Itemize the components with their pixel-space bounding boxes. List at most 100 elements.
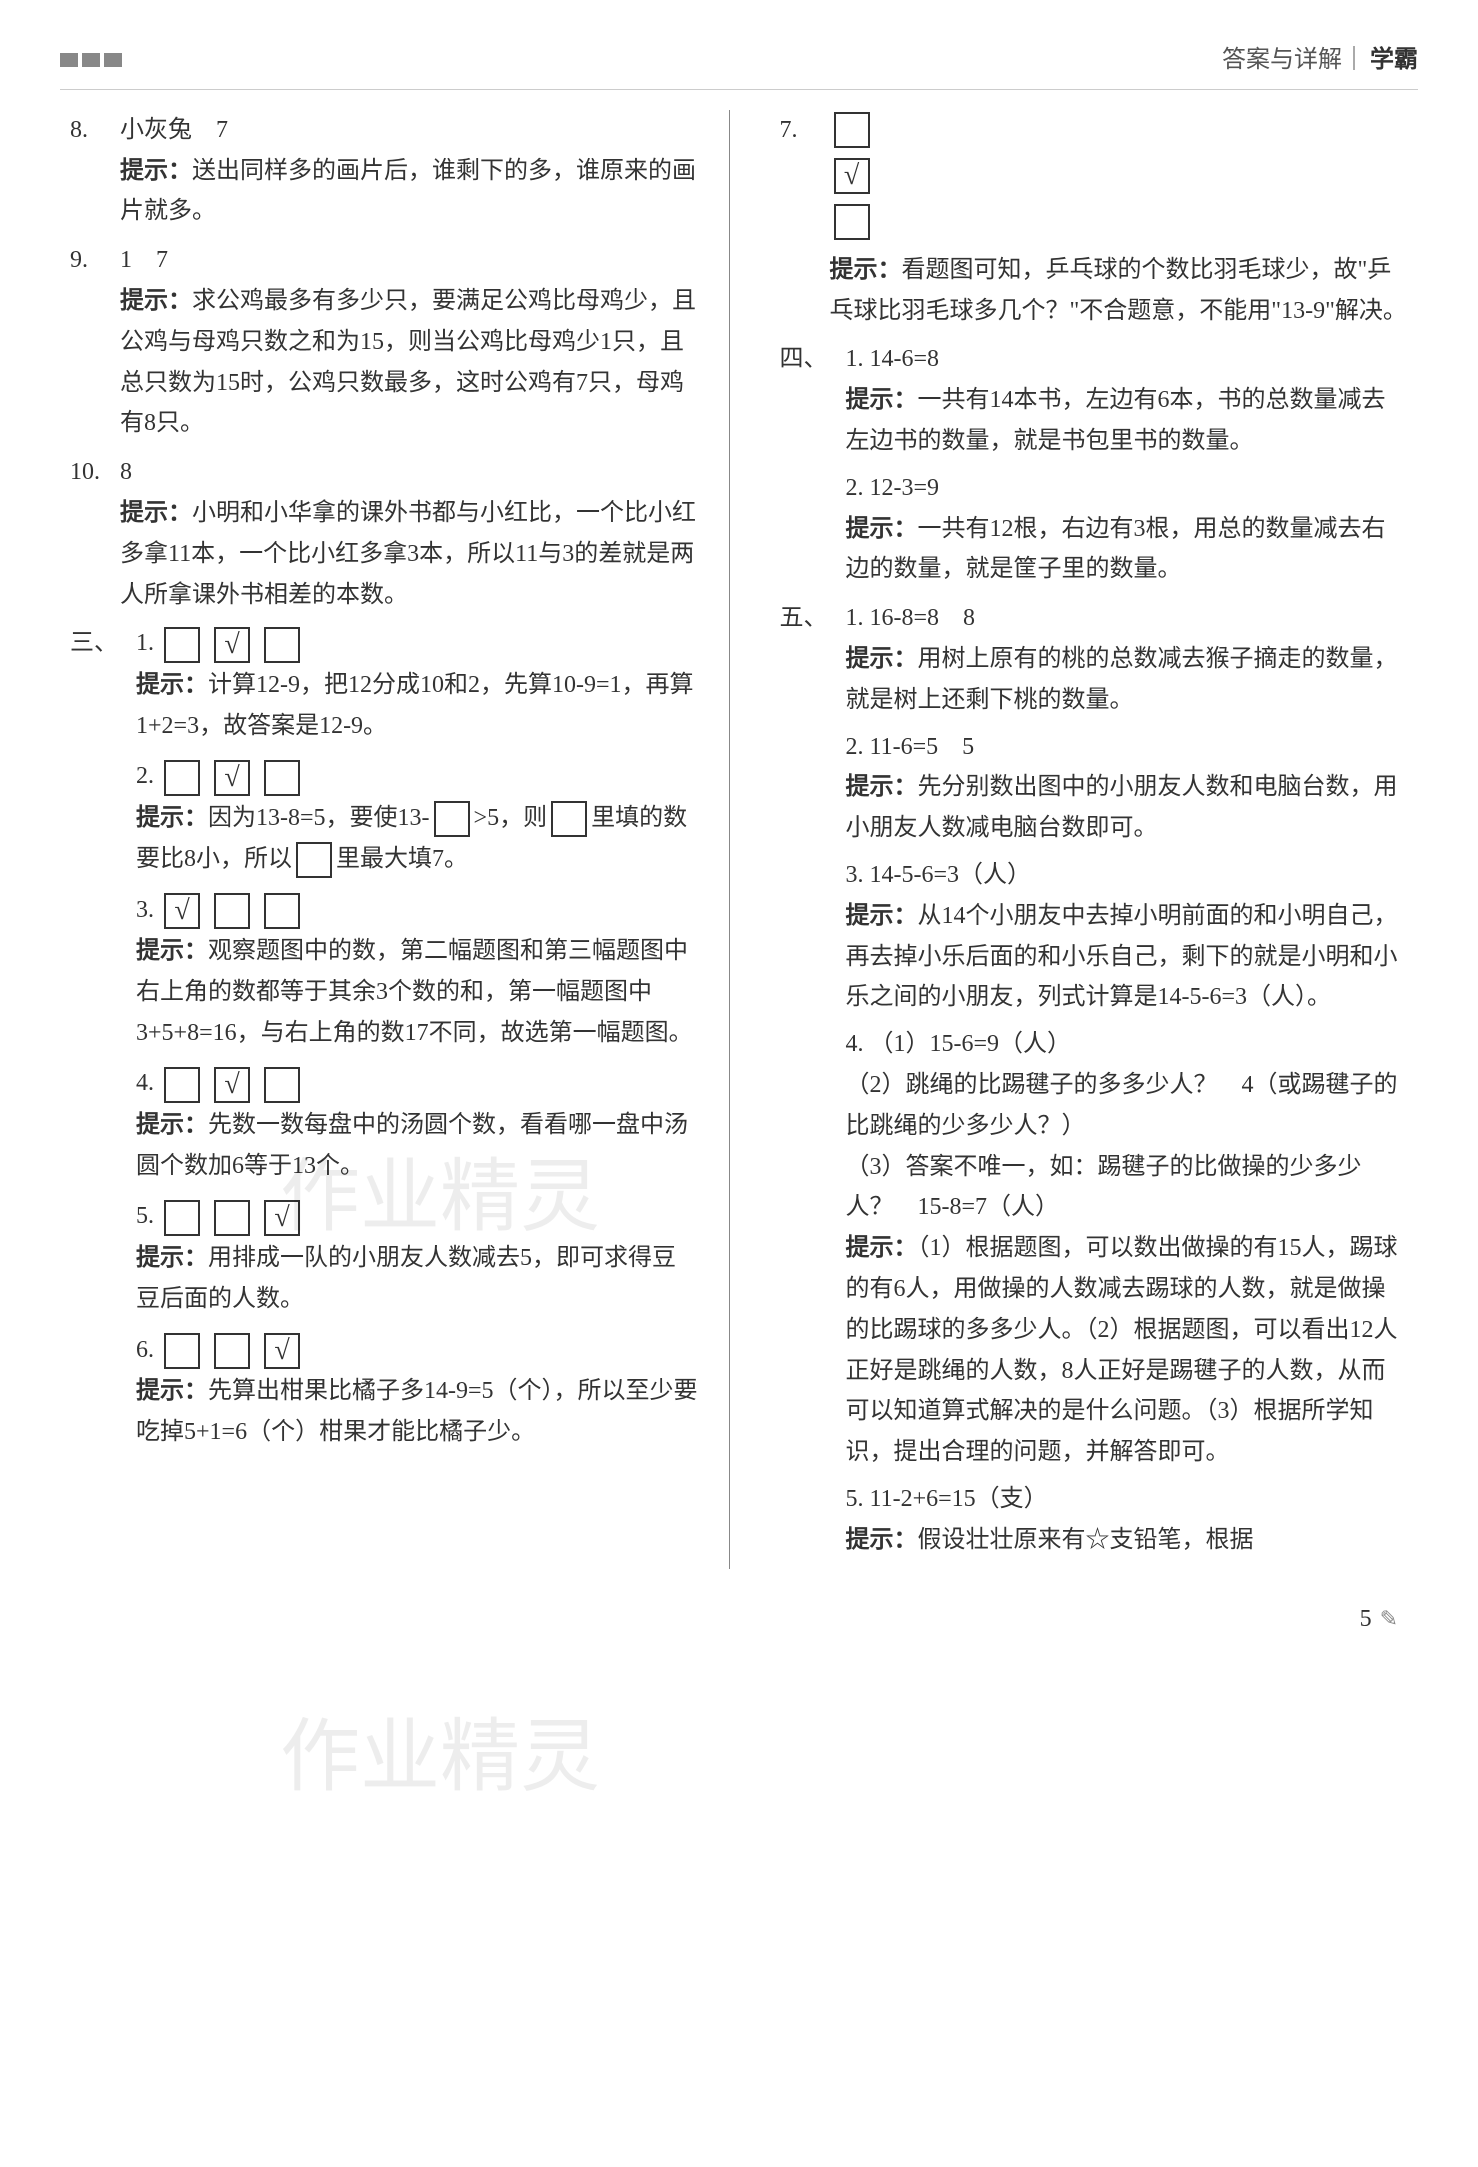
q10-num: 10. <box>70 452 120 615</box>
checkbox <box>264 760 300 796</box>
s3-q5-hint: 用排成一队的小朋友人数减去5，即可求得豆豆后面的人数。 <box>136 1245 676 1312</box>
checkbox <box>834 204 870 240</box>
s3-q2-hint-label: 提示： <box>136 805 208 831</box>
q8-num: 8. <box>70 110 120 232</box>
s5-q2-num: 2. <box>846 734 864 760</box>
s3-q3: 3. 提示：观察题图中的数，第二幅题图和第三幅题图中右上角的数都等于其余3个数的… <box>136 890 699 1054</box>
s5-q5: 5. 11-2+6=15（支） 提示：假设壮壮原来有☆支铅笔，根据 <box>846 1479 1409 1561</box>
content-container: 8. 小灰兔 7 提示：送出同样多的画片后，谁剩下的多，谁原来的画片就多。 9.… <box>60 110 1418 1569</box>
s5-q5-hint-label: 提示： <box>846 1527 918 1553</box>
s3-q2-hint-p4: 里最大填7。 <box>336 846 468 872</box>
s3-q3-num: 3. <box>136 897 154 923</box>
q10-hint-label: 提示： <box>120 500 192 526</box>
s5-q5-hint: 假设壮壮原来有☆支铅笔，根据 <box>918 1527 1254 1553</box>
blank-box <box>551 801 587 837</box>
s4-q2-num: 2. <box>846 475 864 501</box>
checkbox <box>264 627 300 663</box>
s3-q2-hint-p1: 因为13-8=5，要使13- <box>208 805 430 831</box>
s3-q6-num: 6. <box>136 1337 154 1363</box>
s4-q2-hint: 一共有12根，右边有3根，用总的数量减去右边的数量，就是筐子里的数量。 <box>846 516 1386 583</box>
s5-q5-answer: 11-2+6=15（支） <box>870 1486 1048 1512</box>
s4-q1-hint-label: 提示： <box>846 387 918 413</box>
s5-q3-hint: 从14个小朋友中去掉小明前面的和小明自己，再去掉小乐后面的和小乐自己，剩下的就是… <box>846 903 1398 1011</box>
s5-q2-hint: 先分别数出图中的小朋友人数和电脑台数，用小朋友人数减电脑台数即可。 <box>846 774 1398 841</box>
question-9: 9. 1 7 提示：求公鸡最多有多少只，要满足公鸡比母鸡少，且公鸡与母鸡只数之和… <box>70 240 699 444</box>
section5-label: 五、 <box>780 598 846 1560</box>
s3-q6: 6. 提示：先算出柑果比橘子多14-9=5（个），所以至少要吃掉5+1=6（个）… <box>136 1330 699 1453</box>
s3-q1-hint-label: 提示： <box>136 672 208 698</box>
s5-q4-hint: （1）根据题图，可以数出做操的有15人，踢球的有6人，用做操的人数减去踢球的人数… <box>846 1235 1398 1465</box>
page-number: 5 <box>1360 1599 1372 1640</box>
checkbox <box>834 112 870 148</box>
s4-q1-hint: 一共有14本书，左边有6本，书的总数量减去左边书的数量，就是书包里书的数量。 <box>846 387 1386 454</box>
checkbox <box>214 1333 250 1369</box>
page-footer: 5 ✎ <box>60 1599 1418 1640</box>
s5-q4-hint-label: 提示： <box>846 1235 918 1261</box>
header-title: 答案与详解 <box>1222 40 1342 81</box>
checkbox <box>164 760 200 796</box>
question-7: 7. 提示：看题图可知，乒乓球的个数比羽毛球少，故"乒乓球比羽毛球多几个？"不合… <box>780 110 1409 332</box>
section-5: 五、 1. 16-8=8 8 提示：用树上原有的桃的总数减去猴子摘走的数量，就是… <box>780 598 1409 1560</box>
s3-q3-hint-label: 提示： <box>136 938 208 964</box>
s5-q4-p2: （2）跳绳的比踢毽子的多多少人？ 4（或踢毽子的比跳绳的少多少人？） <box>846 1065 1409 1147</box>
s5-q4-num: 4. <box>846 1031 864 1057</box>
page-header: 答案与详解 ｜ 学霸 <box>60 40 1418 90</box>
checkbox-checked <box>214 1067 250 1103</box>
section4-label: 四、 <box>780 339 846 590</box>
checkbox-checked <box>214 760 250 796</box>
s3-q2-hint-p2: >5，则 <box>474 805 548 831</box>
q7-hint-label: 提示： <box>830 257 902 283</box>
s4-q2-answer: 12-3=9 <box>870 475 940 501</box>
q10-answer: 8 <box>120 452 699 493</box>
q9-num: 9. <box>70 240 120 444</box>
section-3: 三、 1. 提示：计算12-9，把12分成10和2，先算10-9=1，再算1+2… <box>70 623 699 1452</box>
checkbox-checked <box>264 1200 300 1236</box>
q10-hint: 小明和小华拿的课外书都与小红比，一个比小红多拿11本，一个比小红多拿3本，所以1… <box>120 500 696 608</box>
s3-q1-hint: 计算12-9，把12分成10和2，先算10-9=1，再算1+2=3，故答案是12… <box>136 672 694 739</box>
s4-q1: 1. 14-6=8 提示：一共有14本书，左边有6本，书的总数量减去左边书的数量… <box>846 339 1409 461</box>
q7-num: 7. <box>780 110 830 332</box>
s5-q4-p1: （1）15-6=9（人） <box>870 1031 1072 1057</box>
s4-q1-num: 1. <box>846 346 864 372</box>
q9-hint-label: 提示： <box>120 288 192 314</box>
s3-q5: 5. 提示：用排成一队的小朋友人数减去5，即可求得豆豆后面的人数。 <box>136 1196 699 1319</box>
section3-label: 三、 <box>70 623 136 1452</box>
s5-q3-num: 3. <box>846 862 864 888</box>
s5-q3-hint-label: 提示： <box>846 903 918 929</box>
checkbox <box>264 1067 300 1103</box>
s5-q4: 4. （1）15-6=9（人） （2）跳绳的比踢毽子的多多少人？ 4（或踢毽子的… <box>846 1024 1409 1473</box>
s5-q1: 1. 16-8=8 8 提示：用树上原有的桃的总数减去猴子摘走的数量，就是树上还… <box>846 598 1409 720</box>
s3-q4-hint-label: 提示： <box>136 1112 208 1138</box>
right-column: 7. 提示：看题图可知，乒乓球的个数比羽毛球少，故"乒乓球比羽毛球多几个？"不合… <box>750 110 1419 1569</box>
s4-q1-answer: 14-6=8 <box>870 346 940 372</box>
q9-hint: 求公鸡最多有多少只，要满足公鸡比母鸡少，且公鸡与母鸡只数之和为15，则当公鸡比母… <box>120 288 696 436</box>
s3-q6-hint-label: 提示： <box>136 1378 208 1404</box>
s3-q4-num: 4. <box>136 1070 154 1096</box>
question-10: 10. 8 提示：小明和小华拿的课外书都与小红比，一个比小红多拿11本，一个比小… <box>70 452 699 615</box>
s5-q1-num: 1. <box>846 605 864 631</box>
header-decoration <box>60 53 122 67</box>
s5-q4-p3: （3）答案不唯一，如：踢毽子的比做操的少多少人？ 15-8=7（人） <box>846 1147 1409 1229</box>
s3-q4-hint: 先数一数每盘中的汤圆个数，看看哪一盘中汤圆个数加6等于13个。 <box>136 1112 688 1179</box>
s3-q6-hint: 先算出柑果比橘子多14-9=5（个），所以至少要吃掉5+1=6（个）柑果才能比橘… <box>136 1378 698 1445</box>
s5-q5-num: 5. <box>846 1486 864 1512</box>
s3-q3-hint: 观察题图中的数，第二幅题图和第三幅题图中右上角的数都等于其余3个数的和，第一幅题… <box>136 938 693 1046</box>
q8-hint: 送出同样多的画片后，谁剩下的多，谁原来的画片就多。 <box>120 158 696 225</box>
s5-q3-answer: 14-5-6=3（人） <box>870 862 1032 888</box>
blank-box <box>296 842 332 878</box>
s5-q1-answer: 16-8=8 8 <box>870 605 976 631</box>
checkbox <box>264 893 300 929</box>
checkbox <box>164 1067 200 1103</box>
q8-hint-label: 提示： <box>120 158 192 184</box>
s3-q1-num: 1. <box>136 630 154 656</box>
s3-q2: 2. 提示：因为13-8=5，要使13->5，则里填的数要比8小，所以里最大填7… <box>136 756 699 879</box>
checkbox-checked <box>264 1333 300 1369</box>
checkbox-checked <box>214 627 250 663</box>
checkbox <box>164 627 200 663</box>
header-brand: 学霸 <box>1370 40 1418 81</box>
blank-box <box>434 801 470 837</box>
s3-q5-hint-label: 提示： <box>136 1245 208 1271</box>
watermark: 作业精灵 <box>280 1690 600 1826</box>
s5-q1-hint: 用树上原有的桃的总数减去猴子摘走的数量，就是树上还剩下桃的数量。 <box>846 646 1398 713</box>
section-4: 四、 1. 14-6=8 提示：一共有14本书，左边有6本，书的总数量减去左边书… <box>780 339 1409 590</box>
